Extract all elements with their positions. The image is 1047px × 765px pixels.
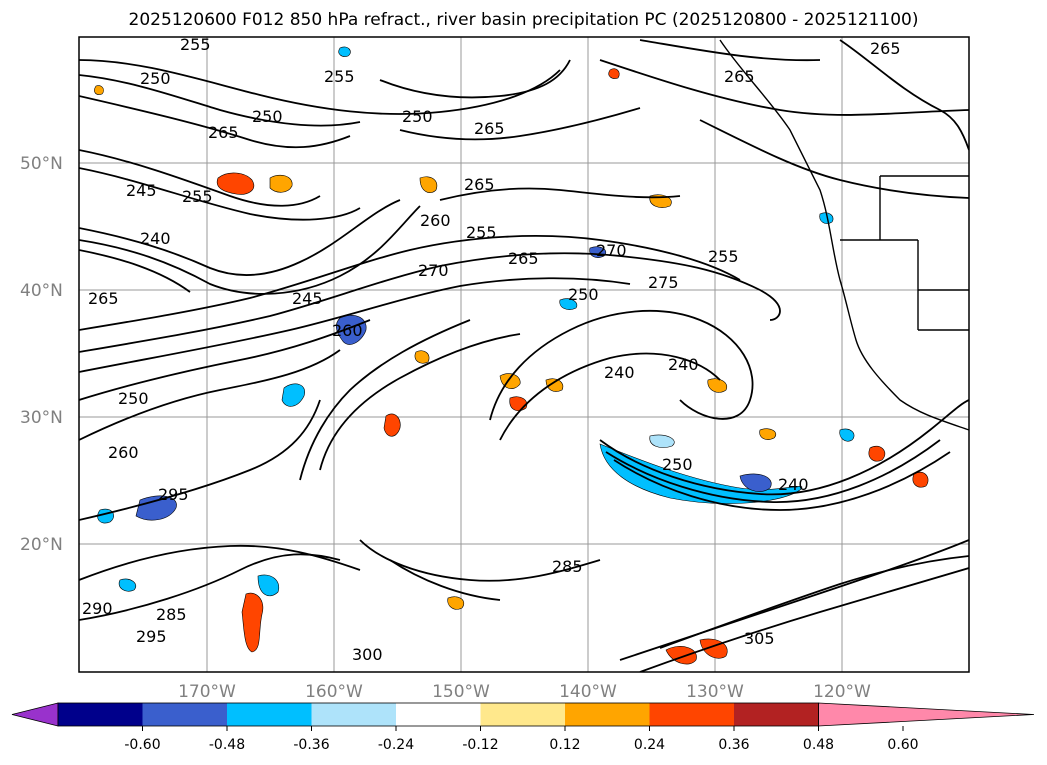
map-background: [79, 37, 969, 672]
contour-label: 265: [508, 249, 539, 268]
colorbar-segment: [565, 703, 650, 726]
lon-label: 170°W: [178, 682, 236, 702]
colorbar-segment: [480, 703, 565, 726]
colorbar: -0.60 -0.48 -0.36 -0.24 -0.12 0.12 0.24 0.36 0.4…: [11, 702, 1035, 753]
colorbar-ticks: -0.60 -0.48 -0.36 -0.24 -0.12 0.12 0.24 0.36 0.4…: [124, 726, 919, 753]
colorbar-tick-label: -0.60: [124, 737, 160, 753]
colorbar-segment: [734, 703, 819, 726]
contour-label: 260: [420, 211, 451, 230]
colorbar-segment: [227, 703, 312, 726]
colorbar-tick-label: -0.24: [378, 737, 414, 753]
contour-label: 265: [88, 289, 119, 308]
contour-label: 240: [140, 229, 171, 248]
map-panel[interactable]: 255 250 265 255 250 265 250 265 245 255 …: [78, 35, 970, 673]
colorbar-tick-label: 0.24: [634, 737, 665, 753]
contour-label: 295: [158, 485, 189, 504]
lon-label: 120°W: [813, 682, 871, 702]
colorbar-tick-label: -0.48: [209, 737, 245, 753]
contour-label: 285: [552, 557, 583, 576]
colorbar-segment: [58, 703, 143, 726]
colorbar-segments: [11, 702, 1035, 727]
longitude-labels: 170°W 160°W 150°W 140°W 130°W 120°W: [178, 682, 871, 702]
colorbar-extension-high: [818, 702, 1035, 727]
contour-label: 255: [182, 187, 213, 206]
colorbar-tick-label: -0.36: [293, 737, 329, 753]
contour-label: 250: [252, 107, 283, 126]
contour-label: 270: [596, 241, 627, 260]
lat-label: 50°N: [20, 154, 63, 174]
contour-label: 250: [118, 389, 149, 408]
contour-label: 245: [292, 289, 323, 308]
contour-label: 305: [744, 629, 775, 648]
contour-label: 245: [126, 181, 157, 200]
contour-label: 255: [180, 35, 211, 54]
contour-label: 260: [332, 321, 363, 340]
lon-label: 140°W: [559, 682, 617, 702]
contour-label: 240: [668, 355, 699, 374]
contour-label: 265: [870, 39, 901, 58]
lon-label: 160°W: [305, 682, 363, 702]
contour-label: 290: [82, 599, 113, 618]
contour-label: 300: [352, 645, 383, 664]
contour-label: 250: [402, 107, 433, 126]
colorbar-frame: [57, 702, 819, 727]
contour-label: 255: [708, 247, 739, 266]
refractivity-contours: [79, 39, 969, 672]
contour-label: 265: [464, 175, 495, 194]
contour-label: 295: [136, 627, 167, 646]
contour-label: 250: [662, 455, 693, 474]
contour-label: 250: [140, 69, 171, 88]
contour-labels: 255 250 265 255 250 265 250 265 245 255 …: [82, 35, 901, 664]
lat-label: 20°N: [20, 535, 63, 555]
colorbar-segment: [396, 703, 481, 726]
lon-label: 130°W: [686, 682, 744, 702]
map-title: 2025120600 F012 850 hPa refract., river …: [128, 10, 919, 30]
latitude-labels: 50°N 40°N 30°N 20°N: [20, 154, 63, 555]
colorbar-segment: [311, 703, 396, 726]
colorbar-tick-label: 0.36: [718, 737, 749, 753]
contour-label: 265: [724, 67, 755, 86]
contour-label: 285: [156, 605, 187, 624]
colorbar-extension-low: [11, 702, 59, 727]
colorbar-tick-label: -0.12: [462, 737, 498, 753]
lat-label: 40°N: [20, 281, 63, 301]
map-frame: [78, 36, 970, 673]
contour-label: 270: [418, 261, 449, 280]
contour-label: 265: [208, 123, 239, 142]
contour-label: 250: [568, 285, 599, 304]
colorbar-tick-label: 0.60: [887, 737, 918, 753]
colorbar-segment: [142, 703, 227, 726]
colorbar-segment: [649, 703, 734, 726]
contour-label: 255: [324, 67, 355, 86]
contour-label: 240: [604, 363, 635, 382]
lat-label: 30°N: [20, 408, 63, 428]
contour-label: 255: [466, 223, 497, 242]
colorbar-tick-label: 0.12: [549, 737, 580, 753]
colorbar-tick-label: 0.48: [803, 737, 834, 753]
coastline: [719, 39, 969, 431]
contour-label: 265: [474, 119, 505, 138]
contour-label: 275: [648, 273, 679, 292]
lon-label: 150°W: [432, 682, 490, 702]
contour-label: 240: [778, 475, 809, 494]
contour-label: 260: [108, 443, 139, 462]
